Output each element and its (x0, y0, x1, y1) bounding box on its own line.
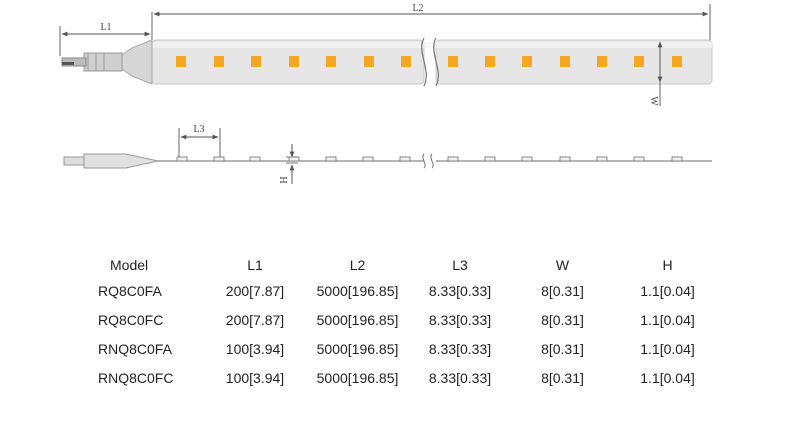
dim-h: H (277, 144, 298, 184)
led-chip (364, 56, 374, 67)
led-chip (485, 56, 495, 67)
side-led-chip (176, 156, 188, 162)
dim-w: W (648, 41, 663, 106)
cell-w: 8[0.31] (541, 340, 584, 357)
cell-l2: 5000[196.85] (316, 282, 399, 299)
led-chip (289, 56, 299, 67)
led-chip (176, 56, 186, 67)
dim-l3: L3 (178, 124, 221, 157)
table-header-row: Model L1 L2 L3 W H (96, 254, 715, 276)
break-mark (421, 37, 439, 87)
header-l1: L1 (247, 257, 263, 273)
cell-l1: 100[3.94] (225, 369, 285, 386)
strip-side-view (63, 153, 712, 169)
side-connector (63, 153, 159, 169)
table-row: RNQ8C0FA 100[3.94] 5000[196.85] 8.33[0.3… (96, 334, 715, 363)
spec-table: Model L1 L2 L3 W H RQ8C0FA 200[7.87] 500… (96, 254, 715, 392)
cell-model: RQ8C0FC (98, 311, 164, 328)
led-chip (214, 56, 224, 67)
table-row: RQ8C0FC 200[7.87] 5000[196.85] 8.33[0.33… (96, 305, 715, 334)
cell-l2: 5000[196.85] (316, 340, 399, 357)
dim-l1: L1 (59, 12, 153, 56)
led-strip-dimension-drawing: L1 L2 W L3 H (59, 3, 713, 184)
side-led-chip (213, 156, 225, 162)
cell-model: RQ8C0FA (98, 282, 162, 299)
break-mark-side (422, 153, 434, 169)
l2-label: L2 (412, 3, 423, 14)
led-chip (634, 56, 644, 67)
led-chip (448, 56, 458, 67)
led-chip (401, 56, 411, 67)
side-led-chip (596, 156, 608, 162)
header-model: Model (110, 257, 149, 273)
end-cap (119, 39, 153, 85)
l1-label: L1 (100, 22, 111, 33)
led-chip (326, 56, 336, 67)
led-row (176, 56, 682, 67)
cell-l3: 8.33[0.33] (428, 311, 492, 328)
side-led-chip (633, 156, 645, 162)
cell-h: 1.1[0.04] (640, 340, 695, 357)
cable-icon (61, 52, 123, 72)
side-led-chip (325, 156, 337, 162)
cell-h: 1.1[0.04] (640, 282, 695, 299)
led-chip (522, 56, 532, 67)
w-label: W (648, 96, 659, 106)
cell-l2: 5000[196.85] (316, 369, 399, 386)
cell-l3: 8.33[0.33] (428, 340, 492, 357)
l3-label: L3 (193, 124, 204, 135)
header-h: H (662, 257, 673, 273)
table-row: RNQ8C0FC 100[3.94] 5000[196.85] 8.33[0.3… (96, 363, 715, 392)
led-chip (597, 56, 607, 67)
strip-top-view (61, 37, 713, 87)
side-led-chip (447, 156, 459, 162)
cell-l3: 8.33[0.33] (428, 282, 492, 299)
header-l2: L2 (349, 257, 366, 273)
h-label: H (277, 176, 288, 183)
cell-l2: 5000[196.85] (316, 311, 399, 328)
cell-h: 1.1[0.04] (640, 311, 695, 328)
side-led-chip (521, 156, 533, 162)
cell-w: 8[0.31] (541, 282, 584, 299)
dim-l2: L2 (153, 3, 711, 40)
cell-l3: 8.33[0.33] (428, 369, 492, 386)
side-led-chip (559, 156, 571, 162)
side-led-row (176, 156, 683, 162)
header-l3: L3 (452, 257, 468, 273)
led-chip (672, 56, 682, 67)
led-chip (251, 56, 261, 67)
cell-model: RNQ8C0FA (98, 340, 172, 357)
side-led-chip (399, 156, 411, 162)
side-led-chip (362, 156, 374, 162)
cell-w: 8[0.31] (541, 369, 584, 386)
side-led-chip (288, 156, 300, 162)
table-row: RQ8C0FA 200[7.87] 5000[196.85] 8.33[0.33… (96, 276, 715, 305)
cell-l1: 200[7.87] (225, 311, 285, 328)
cell-l1: 200[7.87] (225, 282, 285, 299)
side-led-chip (249, 156, 261, 162)
cell-l1: 100[3.94] (225, 340, 285, 357)
cell-model: RNQ8C0FC (98, 369, 174, 386)
cell-w: 8[0.31] (541, 311, 584, 328)
header-w: W (555, 257, 570, 273)
side-led-chip (484, 156, 496, 162)
cell-h: 1.1[0.04] (640, 369, 695, 386)
side-led-chip (671, 156, 683, 162)
led-chip (560, 56, 570, 67)
